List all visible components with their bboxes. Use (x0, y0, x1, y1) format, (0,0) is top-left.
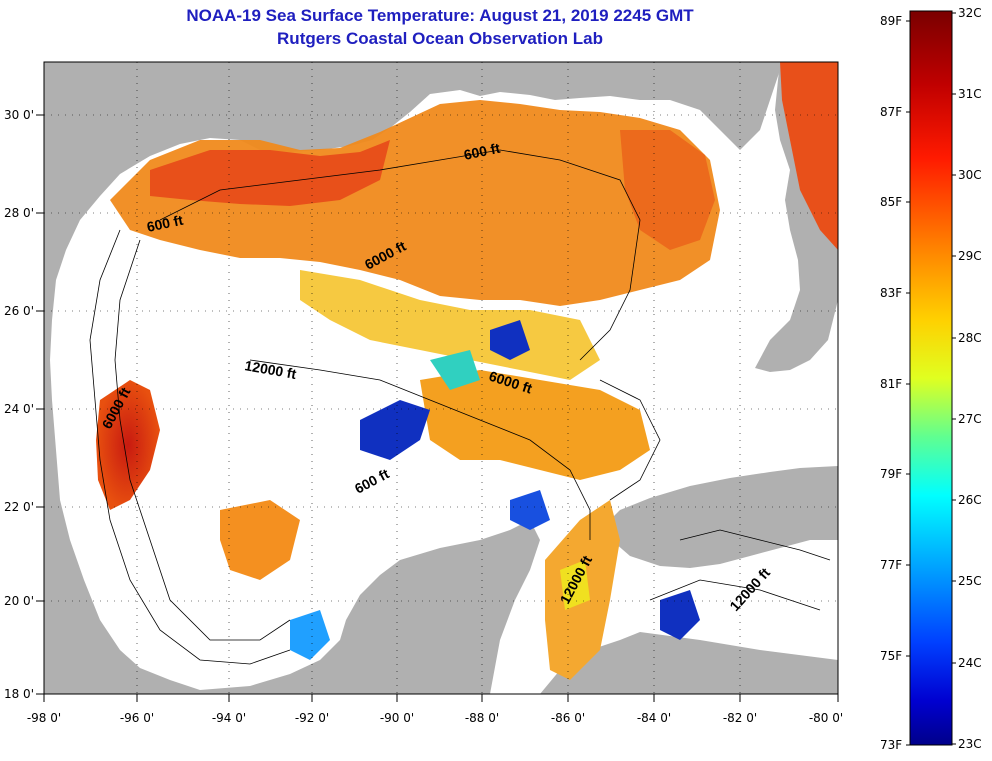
map-frame (43, 61, 839, 695)
lon-tick: -94 0' (212, 711, 246, 725)
map-grid (44, 62, 838, 694)
lat-tick: 24 0' (4, 402, 34, 416)
fahrenheit-label: 89F (880, 14, 902, 28)
fahrenheit-label: 79F (880, 467, 902, 481)
lon-tick: -86 0' (551, 711, 585, 725)
celsius-label: 29C (958, 249, 982, 263)
map-subtitle: Rutgers Coastal Ocean Observation Lab (277, 29, 603, 48)
celsius-label: 27C (958, 412, 982, 426)
lon-tick: -98 0' (27, 711, 61, 725)
lon-tick: -88 0' (465, 711, 499, 725)
celsius-label: 28C (958, 331, 982, 345)
lat-tick: 18 0' (4, 687, 34, 701)
axis-ticks (36, 114, 839, 702)
lat-tick: 20 0' (4, 594, 34, 608)
celsius-label: 24C (958, 656, 982, 670)
fahrenheit-label: 77F (880, 558, 902, 572)
lon-tick: -80 0' (809, 711, 843, 725)
fahrenheit-label: 75F (880, 649, 902, 663)
celsius-label: 26C (958, 493, 982, 507)
fahrenheit-label: 73F (880, 738, 902, 752)
lat-tick: 30 0' (4, 108, 34, 122)
lon-tick: -84 0' (637, 711, 671, 725)
longitude-labels: -98 0' -96 0' -94 0' -92 0' -90 0' -88 0… (27, 711, 843, 725)
lon-tick: -82 0' (723, 711, 757, 725)
lat-tick: 28 0' (4, 206, 34, 220)
lat-tick: 22 0' (4, 500, 34, 514)
contour-label: 600 ft (145, 212, 184, 235)
fahrenheit-label: 83F (880, 286, 902, 300)
celsius-label: 25C (958, 574, 982, 588)
fahrenheit-label: 81F (880, 377, 902, 391)
lon-tick: -96 0' (120, 711, 154, 725)
celsius-label: 32C (958, 6, 982, 20)
celsius-label: 23C (958, 737, 982, 751)
contour-label: 600 ft (462, 140, 501, 163)
map-title: NOAA-19 Sea Surface Temperature: August … (186, 6, 694, 25)
lon-tick: -92 0' (295, 711, 329, 725)
latitude-labels: 30 0' 28 0' 26 0' 24 0' 22 0' 20 0' 18 0… (4, 108, 34, 701)
colorbar-gradient (909, 10, 953, 746)
colorbar-ticks (906, 12, 956, 746)
fahrenheit-label: 85F (880, 195, 902, 209)
celsius-label: 30C (958, 168, 982, 182)
celsius-labels: 32C 31C 30C 29C 28C 27C 26C 25C 24C 23C (958, 6, 982, 751)
fahrenheit-labels: 89F 87F 85F 83F 81F 79F 77F 75F 73F (880, 14, 902, 752)
lon-tick: -90 0' (380, 711, 414, 725)
lat-tick: 26 0' (4, 304, 34, 318)
sst-patches (96, 62, 838, 680)
bathymetry-contours (89, 149, 831, 665)
fahrenheit-label: 87F (880, 105, 902, 119)
celsius-label: 31C (958, 87, 982, 101)
